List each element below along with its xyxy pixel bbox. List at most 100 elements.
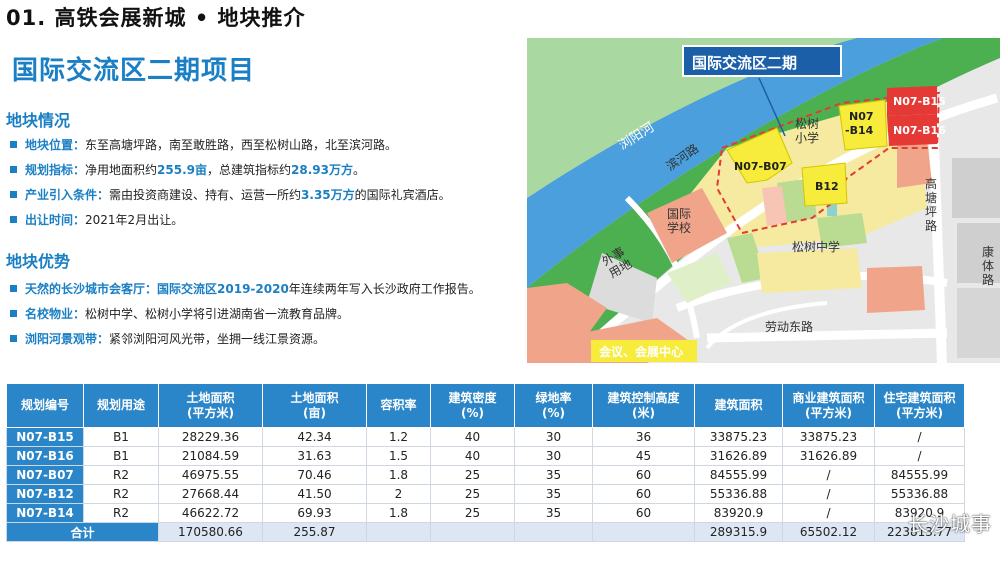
table-cell: 1.2 [366,427,431,447]
table-cell: 30 [514,427,593,447]
watermark: 长沙城事 [908,512,992,536]
label-songshu-middle: 松树中学 [792,239,840,254]
bullet-icon [10,310,17,317]
table-cell: 35 [514,503,593,523]
total-cell: 合计 [6,522,159,542]
bullet-icon [10,335,17,342]
table-cell: N07-B15 [6,427,84,447]
label-convention: 会议、会展中心 [599,344,683,359]
table-cell: B1 [83,427,159,447]
table-cell: 60 [592,503,695,523]
table-cell: 21084.59 [158,446,263,466]
table-cell: 28229.36 [158,427,263,447]
site-map: 浏阳河 滨河路 松树小学 国际学校 外事用地 松树中学 高塘坪路 康体路 劳动东… [527,38,1000,363]
table-cell: / [782,484,875,504]
table-cell: 83920.9 [694,503,783,523]
label-b12: B12 [815,180,839,193]
table-cell: 69.93 [262,503,367,523]
table-cell: 35 [514,484,593,504]
table-cell: N07-B12 [6,484,84,504]
table-cell: 46975.55 [158,465,263,485]
advantage-school: 名校物业：松树中学、松树小学将引进湖南省一流教育品牌。 [10,305,349,322]
table-row: N07-B14 R2 46622.72 69.93 1.8 25 35 60 83920.9/8… [6,503,965,523]
table-cell: 2 [366,484,431,504]
table-cell: 70.46 [262,465,367,485]
table-cell: 31626.89 [694,446,783,466]
header-far: 容积率 [366,383,431,428]
table-cell: R2 [83,465,159,485]
advantage-city-parlor: 天然的长沙城市会客厅：国际交流区2019-2020年连续两年写入长沙政府工作报告… [10,280,481,297]
table-cell: 55336.88 [694,484,783,504]
total-cell: 223813.77 [874,522,965,542]
plot-b15 [887,86,937,116]
table-cell: 35 [514,465,593,485]
info-location: 地块位置：东至高塘坪路，南至敢胜路，西至松树山路，北至滨河路。 [10,136,397,153]
bullet-icon [10,141,17,148]
header-residential: 住宅建筑面积 (平方米) [874,383,965,428]
plot-table: 规划编号 规划用途 土地面积 (平方米) 土地面积 (亩) 容积率 建筑密度 (… [6,383,965,542]
label-gaotang-road: 高塘坪路 [925,176,937,233]
table-cell: 30 [514,446,593,466]
label-b15: N07-B15 [893,95,946,108]
table-cell: 60 [592,465,695,485]
header-plot-code: 规划编号 [6,383,84,428]
table-cell: 31.63 [262,446,367,466]
table-row: N07-B15 B1 28229.36 42.34 1.2 40 30 36 33875.23 3… [6,427,965,447]
header-land-m2: 土地面积 (平方米) [158,383,263,428]
table-total-row: 合计 170580.66 255.87 289315.9 65502.12 223813.… [6,522,965,542]
table-cell: / [782,503,875,523]
table-cell: 25 [430,484,515,504]
table-cell: 40 [430,427,515,447]
bullet-icon [10,166,17,173]
empty-cell [366,522,431,542]
table-cell: R2 [83,484,159,504]
section-heading-advantages: 地块优势 [6,252,71,271]
table-cell: 1.5 [366,446,431,466]
table-cell: N07-B07 [6,465,84,485]
river [527,38,944,288]
table-cell: 41.50 [262,484,367,504]
label-laodong-road: 劳动东路 [765,319,813,334]
total-cell: 289315.9 [694,522,783,542]
table-cell: R2 [83,503,159,523]
table-cell: 25 [430,465,515,485]
info-industry: 产业引入条件：需由投资商建设、持有、运营一所约3.35万方的国际礼宾酒店。 [10,186,451,203]
label-b16: N07-B16 [893,124,946,137]
header-usage: 规划用途 [83,383,159,428]
plot-b14 [838,99,888,151]
header-green: 绿地率 (%) [514,383,593,428]
table-cell: B1 [83,446,159,466]
table-cell: 27668.44 [158,484,263,504]
label-kangti-road: 康体路 [982,244,994,287]
table-cell: / [782,465,875,485]
plot-b07 [726,127,793,184]
table-row: N07-B07 R2 46975.55 70.46 1.8 25 35 60 84555.99/… [6,465,965,485]
table-cell: 1.8 [366,465,431,485]
table-cell: N07-B16 [6,446,84,466]
header-height: 建筑控制高度 (米) [592,383,695,428]
total-cell: 65502.12 [782,522,875,542]
header-density: 建筑密度 (%) [430,383,515,428]
total-cell: 255.87 [262,522,367,542]
info-transfer-time: 出让时间：2021年2月出让。 [10,211,183,228]
table-cell: N07-B14 [6,503,84,523]
table-cell: 42.34 [262,427,367,447]
table-cell: / [874,446,965,466]
callout-label: 国际交流区二期 [692,54,797,72]
table-cell: 33875.23 [694,427,783,447]
section-heading-info: 地块情况 [6,111,71,130]
project-subtitle: 国际交流区二期项目 [12,56,256,86]
header-commercial: 商业建筑面积 (平方米) [782,383,875,428]
convention-box [591,340,697,362]
header-build-area: 建筑面积 [694,383,783,428]
info-indicators: 规划指标：净用地面积约255.9亩，总建筑指标约28.93万方。 [10,161,365,178]
table-cell: 46622.72 [158,503,263,523]
table-cell: 1.8 [366,503,431,523]
empty-cell [430,522,515,542]
plot-b16 [887,114,937,146]
empty-cell [514,522,593,542]
header-land-mu: 土地面积 (亩) [262,383,367,428]
table-cell: 83920.9 [874,503,965,523]
empty-cell [592,522,695,542]
table-cell: 33875.23 [782,427,875,447]
